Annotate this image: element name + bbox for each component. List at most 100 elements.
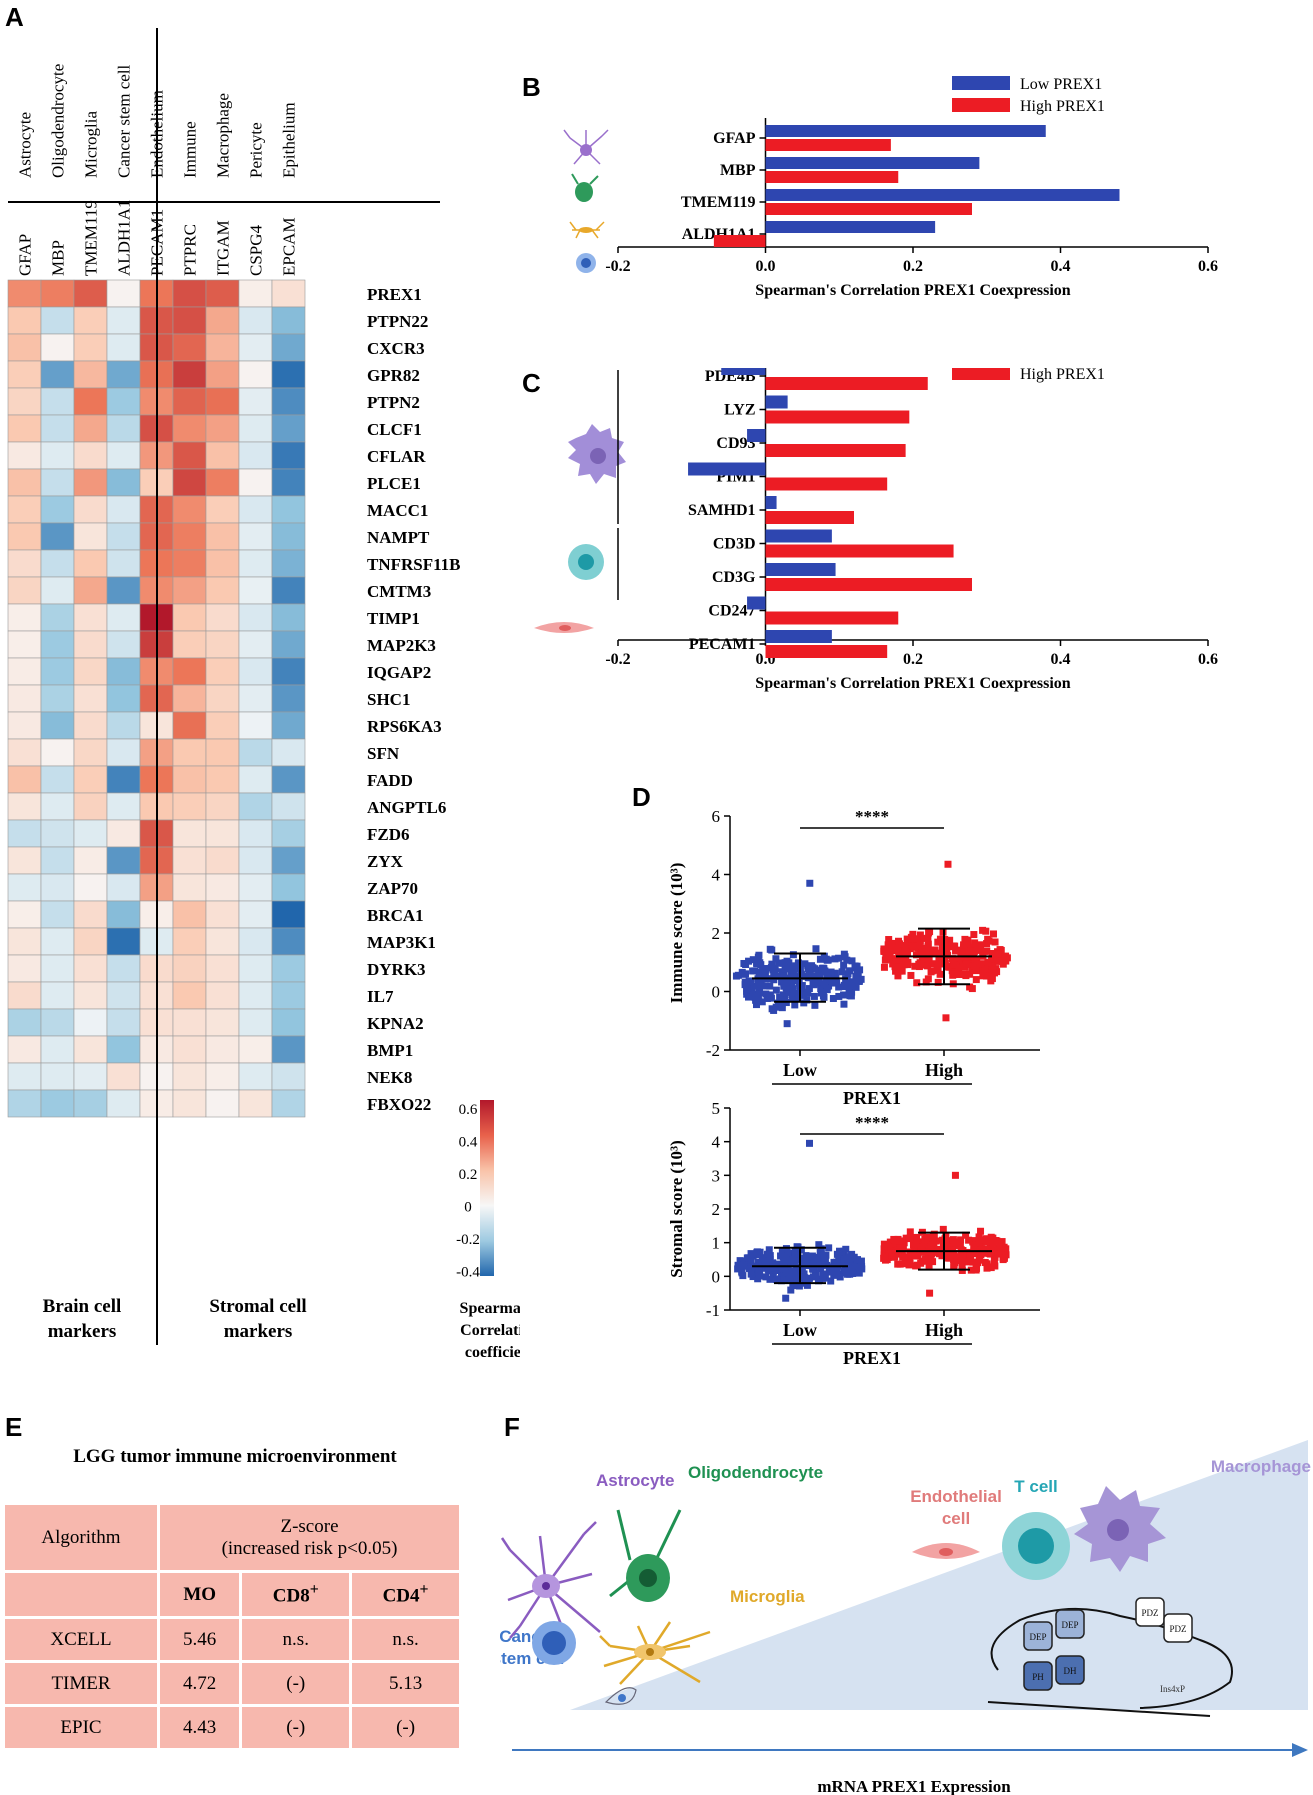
data-point	[826, 975, 834, 983]
label-macrophage: Macrophage	[1211, 1457, 1311, 1476]
marker-label: EPCAM	[280, 217, 299, 276]
data-point	[777, 1275, 785, 1283]
heatmap-cell	[40, 846, 75, 875]
data-point	[983, 1262, 991, 1270]
data-point	[745, 957, 753, 965]
data-point	[810, 992, 818, 1000]
heatmap-cell	[271, 738, 306, 767]
data-point	[780, 1275, 788, 1283]
gene-label: IQGAP2	[367, 663, 431, 682]
gene-label: PTPN2	[367, 393, 420, 412]
heatmap-cell	[73, 1089, 108, 1118]
data-point	[994, 956, 1002, 964]
data-point	[897, 1250, 905, 1258]
data-point	[905, 1261, 913, 1269]
heatmap-cell	[238, 900, 273, 929]
data-point	[924, 1238, 932, 1246]
bar	[765, 157, 980, 169]
y-tick-label: 2	[712, 924, 721, 943]
data-point	[929, 1234, 937, 1242]
heatmap-cell	[7, 522, 42, 551]
category-label: CD93	[716, 435, 755, 452]
y-axis-title: Immune score (10³)	[667, 863, 686, 1004]
heatmap-cell	[205, 306, 240, 335]
data-point	[825, 1244, 833, 1252]
data-point	[988, 950, 996, 958]
heatmap-cell	[271, 279, 306, 308]
gene-label: ANGPTL6	[367, 798, 446, 817]
heatmap-cell	[271, 576, 306, 605]
data-point	[948, 955, 956, 963]
data-point	[836, 1273, 844, 1281]
data-point	[924, 1233, 932, 1241]
data-point	[930, 1230, 938, 1238]
cell-cd8: n.s.	[239, 1616, 353, 1663]
heatmap-cell	[205, 333, 240, 362]
data-point	[925, 957, 933, 965]
heatmap-cell	[172, 522, 207, 551]
data-point	[832, 1271, 840, 1279]
data-point	[1002, 952, 1010, 960]
data-point	[754, 994, 762, 1002]
data-point	[924, 1256, 932, 1264]
data-point	[820, 952, 828, 960]
row-name: EPIC	[2, 1704, 160, 1751]
heatmap-cell	[40, 981, 75, 1010]
heatmap-cell	[271, 387, 306, 416]
data-point	[965, 1258, 973, 1266]
y-tick-label: 3	[712, 1166, 721, 1185]
data-point	[901, 947, 909, 955]
data-point	[984, 958, 992, 966]
panel-label-b: B	[522, 72, 541, 102]
data-point	[902, 953, 910, 961]
data-point	[890, 1235, 898, 1243]
data-point	[814, 1259, 822, 1267]
data-point	[765, 1246, 773, 1254]
gene-label: SFN	[367, 744, 400, 763]
data-point	[961, 970, 969, 978]
data-point	[989, 958, 997, 966]
data-point	[778, 972, 786, 980]
heatmap-cell	[106, 468, 141, 497]
bar	[747, 429, 766, 442]
data-point	[853, 1256, 861, 1264]
bar	[765, 125, 1046, 137]
data-point	[986, 1250, 994, 1258]
data-point	[891, 963, 899, 971]
gene-label: ZAP70	[367, 879, 418, 898]
data-point	[819, 992, 827, 1000]
data-point	[925, 929, 933, 937]
heatmap-cell	[205, 684, 240, 713]
data-point	[932, 949, 940, 957]
bar	[765, 645, 888, 658]
heatmap-cell	[172, 387, 207, 416]
x-tick-label: 0.2	[903, 651, 923, 668]
heatmap-cell	[106, 765, 141, 794]
cell-mo: 4.43	[156, 1704, 243, 1751]
data-point	[978, 960, 986, 968]
heatmap-cell	[106, 414, 141, 443]
data-point	[949, 1243, 957, 1251]
data-point	[913, 935, 921, 943]
heatmap-cell	[205, 360, 240, 389]
oligodendrocyte-icon	[571, 173, 599, 202]
data-point	[857, 1257, 865, 1265]
heatmap-cell	[205, 846, 240, 875]
data-point	[979, 926, 987, 934]
group-label: PREX1	[843, 1348, 901, 1368]
data-point	[898, 1260, 906, 1268]
colorbar-title-2: Correlation	[460, 1322, 520, 1339]
heatmap-cell	[7, 981, 42, 1010]
data-point	[852, 983, 860, 991]
heatmap-cell	[205, 441, 240, 470]
data-point	[957, 950, 965, 958]
header-cd8: CD8+	[239, 1570, 353, 1619]
heatmap-cell	[73, 414, 108, 443]
data-point	[1000, 1254, 1008, 1262]
heatmap-cell	[106, 927, 141, 956]
domain-label: DEP	[1061, 1620, 1078, 1630]
data-point	[913, 979, 921, 987]
label-astrocyte: Astrocyte	[596, 1471, 674, 1490]
data-point	[835, 992, 843, 1000]
data-point	[972, 976, 980, 984]
